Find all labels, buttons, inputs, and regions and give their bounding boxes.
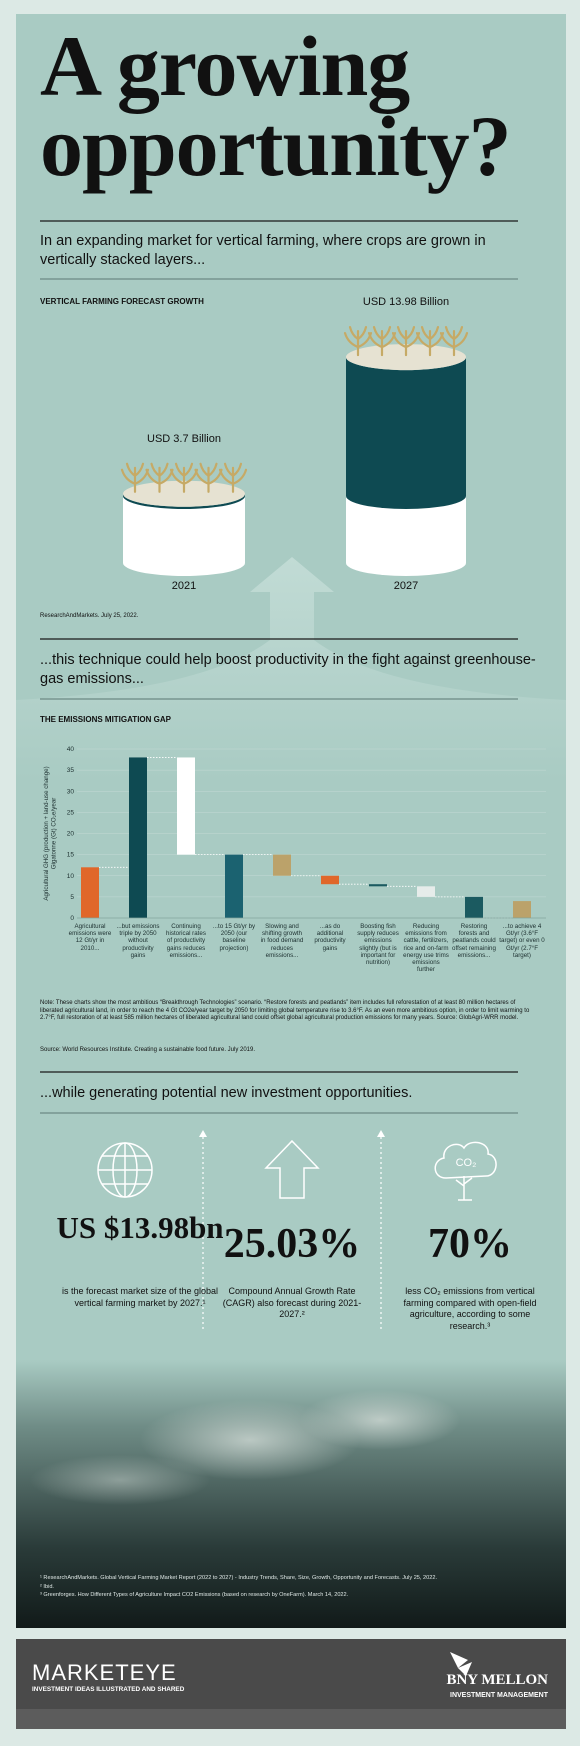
footnotes: ¹ ResearchAndMarkets. Global Vertical Fa… — [40, 1574, 540, 1600]
cylinder-top — [123, 480, 245, 507]
category-label: ...but emissions triple by 2050 without … — [116, 923, 160, 959]
plant — [367, 325, 397, 357]
plant — [415, 325, 445, 357]
company: BNY MELLON — [446, 1672, 548, 1688]
footnote: ² Ibid. — [40, 1583, 54, 1590]
y-tick-label: 10 — [67, 873, 75, 880]
intro: ...while generating potential new invest… — [40, 1085, 413, 1101]
bar — [81, 867, 99, 918]
y-tick-label: 0 — [70, 915, 74, 922]
source: ResearchAndMarkets. July 25, 2022. — [40, 613, 139, 619]
cylinder-fill — [123, 493, 245, 509]
bar — [369, 884, 387, 887]
category-label: 2027 — [394, 580, 418, 592]
photo-leaf — [30, 1455, 210, 1505]
intro: In an expanding market for vertical farm… — [40, 233, 486, 268]
panel — [16, 14, 566, 1628]
bar — [465, 896, 483, 918]
y-tick-label: 25 — [67, 809, 75, 816]
logo-mark — [450, 1652, 472, 1676]
category-label: 2021 — [172, 580, 196, 592]
plant — [391, 325, 421, 357]
plant — [343, 325, 373, 357]
y-tick-label: 15 — [67, 852, 75, 859]
footer-bar — [16, 1639, 566, 1709]
tagline: INVESTMENT IDEAS ILLUSTRATED AND SHARED — [32, 1686, 185, 1693]
y-axis-label-line: Gigatonne (Gt) CO₂e/year — [51, 798, 58, 870]
y-tick-label: 35 — [67, 767, 75, 774]
bar — [417, 886, 435, 897]
bar — [273, 854, 291, 876]
category-label: ...as do additional productivity gains — [314, 923, 346, 952]
stat-value: US $13.98bn — [56, 1210, 224, 1245]
plant — [169, 462, 199, 493]
chart-title: VERTICAL FARMING FORECAST GROWTH — [40, 297, 204, 306]
stat-caption: less CO₂ emissions from vertical farming… — [403, 1286, 537, 1331]
divider-tip — [199, 1130, 207, 1137]
bar — [225, 854, 243, 918]
footnote: ¹ ResearchAndMarkets. Global Vertical Fa… — [40, 1575, 438, 1581]
source: Source: World Resources Institute. Creat… — [40, 1047, 256, 1053]
photo-leaf — [300, 1390, 460, 1450]
value-label: USD 3.7 Billion — [147, 433, 221, 445]
growth-icon — [264, 1139, 320, 1199]
division: INVESTMENT MANAGEMENT — [450, 1692, 548, 1699]
y-tick-label: 40 — [67, 746, 75, 753]
category-label: Slowing and shifting growth in food dema… — [260, 923, 304, 959]
category-label: Boosting fish supply reduces emissions s… — [357, 923, 399, 967]
plant — [145, 462, 174, 493]
y-tick-label: 30 — [67, 788, 75, 795]
category-label: ...to achieve 4 Gt/yr (3.6°F target) or … — [499, 923, 545, 959]
tree-icon — [434, 1141, 497, 1201]
title: A growing opportunity? — [40, 18, 512, 194]
plant — [120, 462, 150, 493]
plant — [439, 325, 469, 357]
value-label: USD 13.98 Billion — [363, 296, 449, 308]
category-label: Continuing historical rates of productiv… — [166, 923, 206, 959]
brand: MARKETEYE — [32, 1660, 177, 1685]
cylinder-fill — [346, 357, 466, 509]
footnote: ³ Greenforges. How Different Types of Ag… — [40, 1592, 349, 1598]
divider-tip — [377, 1130, 385, 1137]
cylinder-top — [346, 344, 466, 371]
bar — [177, 757, 195, 855]
y-tick-label: 5 — [70, 894, 74, 901]
stat-value: 70% — [428, 1221, 512, 1267]
plant — [194, 462, 223, 493]
stat-caption: is the forecast market size of the globa… — [61, 1286, 219, 1308]
bar — [129, 757, 147, 918]
category-label: Restoring forests and peatlands could of… — [452, 923, 496, 959]
stat-value: 25.03% — [223, 1221, 361, 1267]
category-label: Agricultural emissions were 12 Gt/yr in … — [68, 923, 112, 952]
chart-title: THE EMISSIONS MITIGATION GAP — [40, 715, 171, 724]
plant — [218, 462, 248, 493]
y-tick-label: 20 — [67, 831, 75, 838]
globe-icon — [97, 1142, 153, 1198]
footer-strip — [16, 1709, 566, 1729]
cylinder — [123, 493, 245, 576]
co2-label: CO₂ — [456, 1157, 477, 1169]
intro: ...this technique could help boost produ… — [40, 652, 536, 687]
stat-caption: Compound Annual Growth Rate (CAGR) also … — [222, 1286, 362, 1319]
category-label: Reducing emissions from cattle, fertiliz… — [403, 923, 449, 974]
y-axis-label-line: Agricultural GHG (production + land-use … — [43, 766, 50, 900]
bar — [513, 901, 531, 918]
y-axis-label: Agricultural GHG (production + land-use … — [43, 766, 58, 900]
growth-arrow — [16, 557, 566, 780]
category-label: ...to 15 Gt/yr by 2050 (our baseline pro… — [212, 923, 256, 952]
bar — [321, 875, 339, 885]
note: Note: These charts show the most ambitio… — [40, 1000, 530, 1022]
